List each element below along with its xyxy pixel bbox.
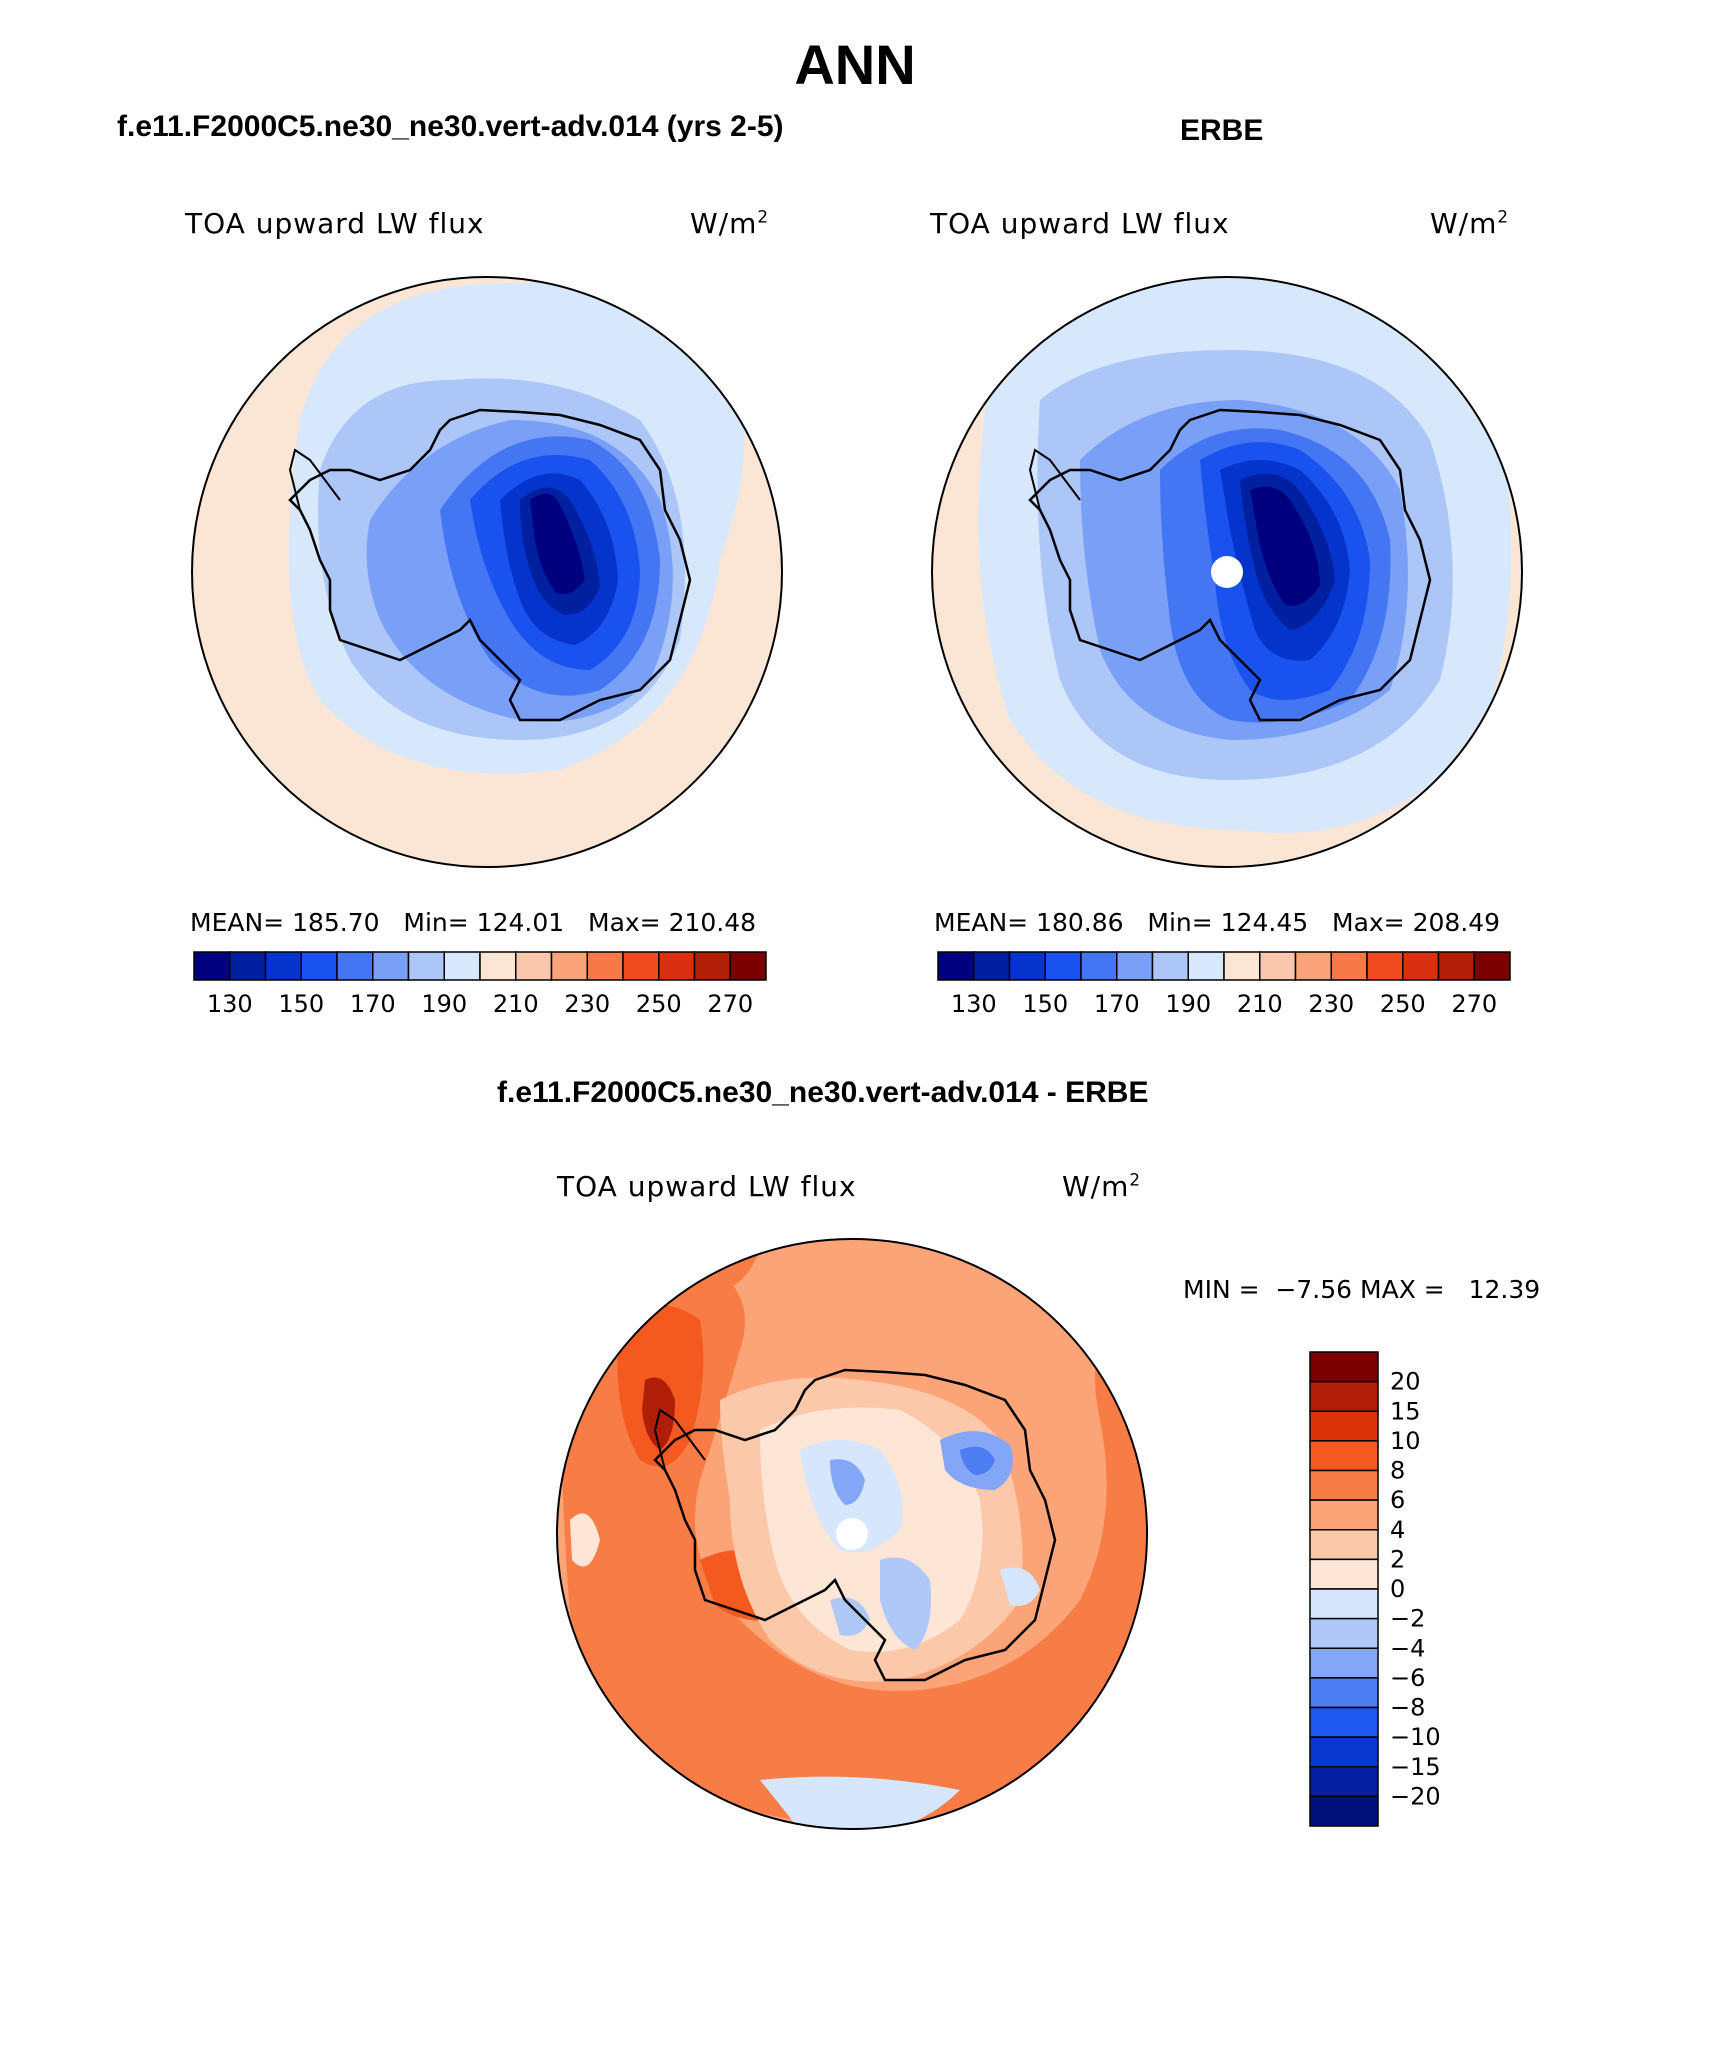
diff-colorbar-tick-label: −4: [1390, 1634, 1425, 1662]
panel-2-colorbar-tick-label: 190: [1165, 990, 1211, 1018]
panel-2-colorbar-swatch: [1116, 951, 1154, 981]
panel-1-colorbar-tick-label: 170: [350, 990, 396, 1018]
panel-1-colorbar-swatch: [550, 951, 588, 981]
diff-colorbar-tick-label: 4: [1390, 1516, 1405, 1544]
panel-1-colorbar-swatch: [193, 951, 231, 981]
panel-1-variable: TOA upward LW flux: [185, 207, 485, 240]
panel-1-colorbar-tick-label: 150: [278, 990, 324, 1018]
panel-2-colorbar-swatch: [1366, 951, 1404, 981]
diff-colorbar-swatch: [1309, 1617, 1379, 1649]
panel-1-colorbar-swatch: [622, 951, 660, 981]
panel-2-colorbar-tick-label: 230: [1308, 990, 1354, 1018]
diff-colorbar-swatch: [1309, 1706, 1379, 1738]
panel-2-header: ERBE: [1180, 114, 1264, 147]
panel-2-colorbar-swatch: [1473, 951, 1511, 981]
diff-colorbar-swatch: [1309, 1410, 1379, 1442]
diff-colorbar-swatch: [1309, 1529, 1379, 1561]
panel-1-colorbar-tick-label: 230: [564, 990, 610, 1018]
diff-colorbar-swatch: [1309, 1469, 1379, 1501]
diff-colorbar-tick-label: −6: [1390, 1664, 1425, 1692]
panel-1-colorbar-swatch: [264, 951, 302, 981]
panel-1-colorbar: 130 150 170 190 210 230 250 270: [193, 951, 767, 1018]
diff-colorbar-swatch: [1309, 1795, 1379, 1827]
diff-colorbar-tick-label: 8: [1390, 1457, 1405, 1485]
diff-colorbar-swatch: [1309, 1499, 1379, 1531]
panel-2-colorbar-tick-label: 130: [951, 990, 997, 1018]
diff-minmax: MIN = −7.56 MAX = 12.39: [1183, 1275, 1541, 1304]
diff-colorbar-swatch: [1309, 1647, 1379, 1679]
diff-colorbar-tick-label: 2: [1390, 1545, 1405, 1573]
panel-1-colorbar-swatch: [336, 951, 374, 981]
panel-2-units: W/m2: [1430, 206, 1510, 240]
panel-2-colorbar: 130 150 170 190 210 230 250 270: [937, 951, 1511, 1018]
diff-variable: TOA upward LW flux: [557, 1170, 857, 1203]
panel-2-colorbar-swatch: [1402, 951, 1440, 981]
panel-1-colorbar-swatch: [693, 951, 731, 981]
diff-colorbar-tick-label: 10: [1390, 1427, 1421, 1455]
panel-1-stats: MEAN= 185.70 Min= 124.01 Max= 210.48: [190, 908, 757, 937]
diff-colorbar-tick-label: −20: [1390, 1782, 1441, 1810]
panel-2-colorbar-swatch: [1294, 951, 1332, 981]
panel-2-colorbar-swatch: [1259, 951, 1297, 981]
panel-1-colorbar-swatch: [300, 951, 338, 981]
diff-colorbar-swatch: [1309, 1766, 1379, 1798]
panel-1-units: W/m2: [690, 206, 770, 240]
panel-2-stats: MEAN= 180.86 Min= 124.45 Max= 208.49: [934, 908, 1501, 937]
panel-2-colorbar-swatch: [1223, 951, 1261, 981]
panel-2-colorbar-swatch: [1187, 951, 1225, 981]
panel-1-colorbar-swatch: [372, 951, 410, 981]
diff-colorbar-swatch: [1309, 1440, 1379, 1472]
diff-colorbar-swatch: [1309, 1351, 1379, 1383]
panel-2-colorbar-swatch: [1008, 951, 1046, 981]
panel-2-colorbar-swatch: [1044, 951, 1082, 981]
panel-2-colorbar-swatch: [937, 951, 975, 981]
panel-2-colorbar-tick-label: 210: [1237, 990, 1283, 1018]
panel-1-colorbar-tick-label: 270: [707, 990, 753, 1018]
panel-2-colorbar-tick-label: 270: [1451, 990, 1497, 1018]
diff-colorbar-tick-label: 6: [1390, 1486, 1405, 1514]
panel-2-colorbar-swatch: [1080, 951, 1118, 981]
diff-colorbar-tick-label: −8: [1390, 1694, 1425, 1722]
panel-1-colorbar-tick-label: 250: [636, 990, 682, 1018]
panel-1-colorbar-swatch: [479, 951, 517, 981]
panel-1-colorbar-tick-label: 130: [207, 990, 253, 1018]
panel-2-colorbar-tick-label: 150: [1022, 990, 1068, 1018]
panel-2-colorbar-tick-label: 170: [1094, 990, 1140, 1018]
diff-colorbar-tick-label: −15: [1390, 1753, 1441, 1781]
diff-colorbar-swatch: [1309, 1588, 1379, 1620]
diff-colorbar-tick-label: 15: [1390, 1397, 1421, 1425]
main-title: ANN: [794, 33, 916, 96]
panel-1-header: f.e11.F2000C5.ne30_ne30.vert-adv.014 (yr…: [117, 110, 784, 143]
diff-colorbar-swatch: [1309, 1736, 1379, 1768]
diff-colorbar-tick-label: 0: [1390, 1575, 1405, 1603]
diff-colorbar-tick-label: 20: [1390, 1368, 1421, 1396]
panel-1-colorbar-swatch: [586, 951, 624, 981]
diff-colorbar-swatch: [1309, 1677, 1379, 1709]
diff-colorbar-swatch: [1309, 1380, 1379, 1412]
diff-header: f.e11.F2000C5.ne30_ne30.vert-adv.014 - E…: [497, 1076, 1149, 1109]
diff-colorbar-swatch: [1309, 1558, 1379, 1590]
panel-1-colorbar-tick-label: 190: [421, 990, 467, 1018]
panel-2-colorbar-swatch: [1437, 951, 1475, 981]
panel-2-variable: TOA upward LW flux: [930, 207, 1230, 240]
panel-1-colorbar-swatch: [729, 951, 767, 981]
diff-colorbar-tick-label: −10: [1390, 1723, 1441, 1751]
diff-units: W/m2: [1062, 1169, 1142, 1203]
panel-1-colorbar-tick-label: 210: [493, 990, 539, 1018]
panel-2-colorbar-tick-label: 250: [1380, 990, 1426, 1018]
diff-colorbar-tick-label: −2: [1390, 1605, 1425, 1633]
